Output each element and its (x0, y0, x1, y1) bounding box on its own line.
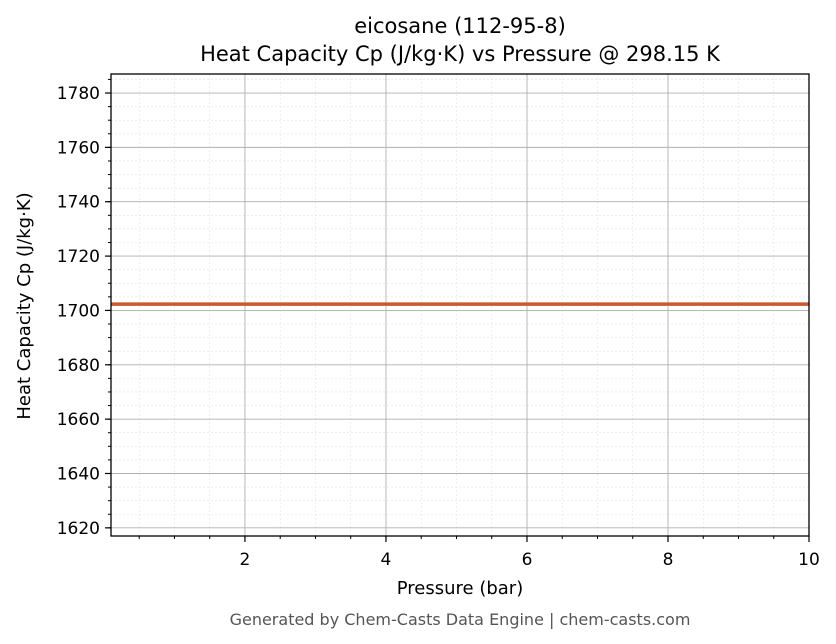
y-tick-label: 1780 (57, 84, 100, 104)
x-tick-label: 10 (798, 550, 820, 570)
chart-title: eicosane (112-95-8) (354, 14, 566, 38)
y-tick-label: 1680 (57, 356, 100, 376)
x-tick-label: 8 (663, 550, 674, 570)
y-tick-label: 1720 (57, 247, 100, 267)
y-axis-label: Heat Capacity Cp (J/kg·K) (14, 192, 35, 419)
x-tick-label: 6 (522, 550, 533, 570)
y-tick-label: 1660 (57, 410, 100, 430)
plot-frame (110, 73, 810, 537)
x-tick-label: 4 (381, 550, 392, 570)
y-tick-label: 1700 (57, 301, 100, 321)
chart-subtitle: Heat Capacity Cp (J/kg·K) vs Pressure @ … (200, 42, 721, 66)
y-tick-label: 1760 (57, 138, 100, 158)
major-grid (111, 74, 810, 536)
x-axis-label: Pressure (bar) (397, 578, 523, 599)
y-tick-label: 1640 (57, 464, 100, 484)
y-tick-label: 1620 (57, 519, 100, 539)
y-tick-label: 1740 (57, 193, 100, 213)
y-axis-ticks: 1620 1640 1660 1680 1700 1720 1740 1760 1780 (57, 78, 111, 539)
footer-credit: Generated by Chem-Casts Data Engine | ch… (230, 610, 691, 629)
x-axis-ticks: 2 4 6 8 10 (138, 536, 820, 570)
x-tick-label: 2 (240, 550, 251, 570)
